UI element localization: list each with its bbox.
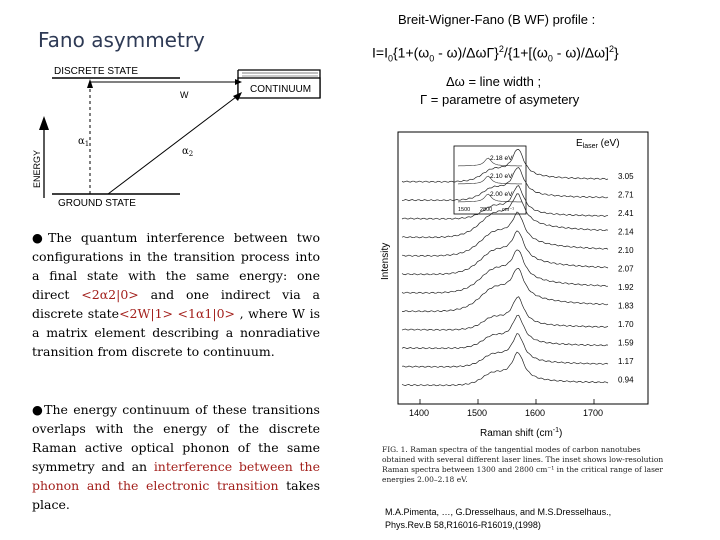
laser-energy-label: 1.17 [618,357,634,366]
inset-trace [457,157,522,167]
spectrum-trace [401,167,609,202]
ground-state-label: GROUND STATE [58,198,136,209]
inset-trace [457,175,522,185]
slide-title: Fano asymmetry [38,28,205,52]
inset-label: 2.10 eV [490,173,513,180]
continuum-overlap-paragraph: ●The energy continuum of these transitio… [32,402,320,512]
spectrum-trace [401,314,609,350]
continuum-label: CONTINUUM [250,84,311,95]
laser-energy-label: 3.05 [618,172,634,181]
laser-energy-label: 2.10 [618,246,634,255]
inset-tick-label: 2800 [480,207,492,213]
linewidth-note: Δω = line width ; [446,74,542,89]
gamma-note: Γ = parametre of asymetery [420,92,580,107]
citation-journal: Phys.Rev.B 58,R16016-R16019,(1998) [385,520,541,530]
raman-spectra-figure: Intensity Raman shift (cm-1) 1400 1500 160… [380,131,649,439]
continuum-box [237,77,321,99]
y-axis-label: Intensity [380,243,391,280]
citation: M.A.Pimenta, …, G.Dresselhaus, and M.S.D… [385,506,685,532]
energy-level-diagram: ENERGY DISCRETE STATE CONTINUUM W α1 α2 … [32,66,321,209]
alpha1-label: α1 [78,136,89,148]
inset-box [453,145,527,215]
x-tick-label: 1700 [583,408,603,418]
inset-tick-label: cm⁻¹ [502,207,514,213]
spectrum-trace [401,149,609,183]
interference-highlight: interference between the phonon and the … [32,459,320,493]
discrete-state-label: DISCRETE STATE [54,66,138,77]
inset-tick-label: 1500 [458,207,470,213]
bwf-formula: I=I0{1+(ω0 - ω)/ΔωΓ}2/{1+[(ω0 - ω)/Δω]2} [372,44,619,64]
spectrum-trace [401,193,609,239]
bullet: ● [32,402,45,417]
x-tick-label: 1600 [525,408,545,418]
spectrum-trace [401,211,609,257]
inset-trace [457,193,522,203]
w-label: W [180,90,189,100]
laser-energy-label: 1.92 [618,283,634,292]
x-tick-label: 1500 [467,408,487,418]
energy-axis-arrowhead [39,116,49,130]
spectrum-trace [401,351,609,387]
inset-label: 2.00 eV [490,191,513,198]
elaser-header: Elaser (eV) [576,138,620,150]
inset-label: 2.18 eV [490,155,513,162]
spectrum-trace [401,268,609,313]
spectrum-trace [401,230,609,276]
energy-labels: 3.05 2.71 2.41 2.14 2.10 2.07 1.92 1.83 1.70 1.59… [618,172,634,385]
energy-label: ENERGY [32,150,42,188]
laser-energy-label: 1.83 [618,302,634,311]
plot-frame [397,131,649,405]
x-ticks: 1400 1500 1600 1700 [409,399,603,418]
figure-caption: FIG. 1. Raman spectra of the tangential … [382,445,664,484]
interference-paragraph: ●The quantum interference between two co… [32,230,320,359]
inset-spectra: 2.18 eV 2.10 eV 2.00 eV 1500 2800 cm⁻¹ [457,155,522,213]
laser-energy-label: 2.07 [618,265,634,274]
alpha2-transition [107,93,241,195]
spectra-traces [401,149,609,387]
indirect-path: <2W|1> <1α1|0> [119,306,236,321]
direct-path: <2α2|0> [81,287,139,302]
bullet: ● [32,230,48,245]
laser-energy-label: 1.59 [618,339,634,348]
laser-energy-label: 2.41 [618,209,634,218]
citation-authors: M.A.Pimenta, …, G.Dresselhaus, and M.S.D… [385,507,612,517]
bwf-title: Breit-Wigner-Fano (B WF) profile : [398,12,596,27]
spectrum-trace [401,249,609,294]
spectrum-trace [401,296,609,331]
laser-energy-label: 2.14 [618,228,634,237]
laser-energy-label: 0.94 [618,376,634,385]
laser-energy-label: 2.71 [618,191,634,200]
laser-energy-label: 1.70 [618,320,634,329]
x-axis-label: Raman shift (cm-1) [480,427,562,439]
alpha2-label: α2 [182,146,193,158]
spectrum-trace [401,333,609,368]
x-tick-label: 1400 [409,408,429,418]
spectrum-trace [401,185,609,220]
